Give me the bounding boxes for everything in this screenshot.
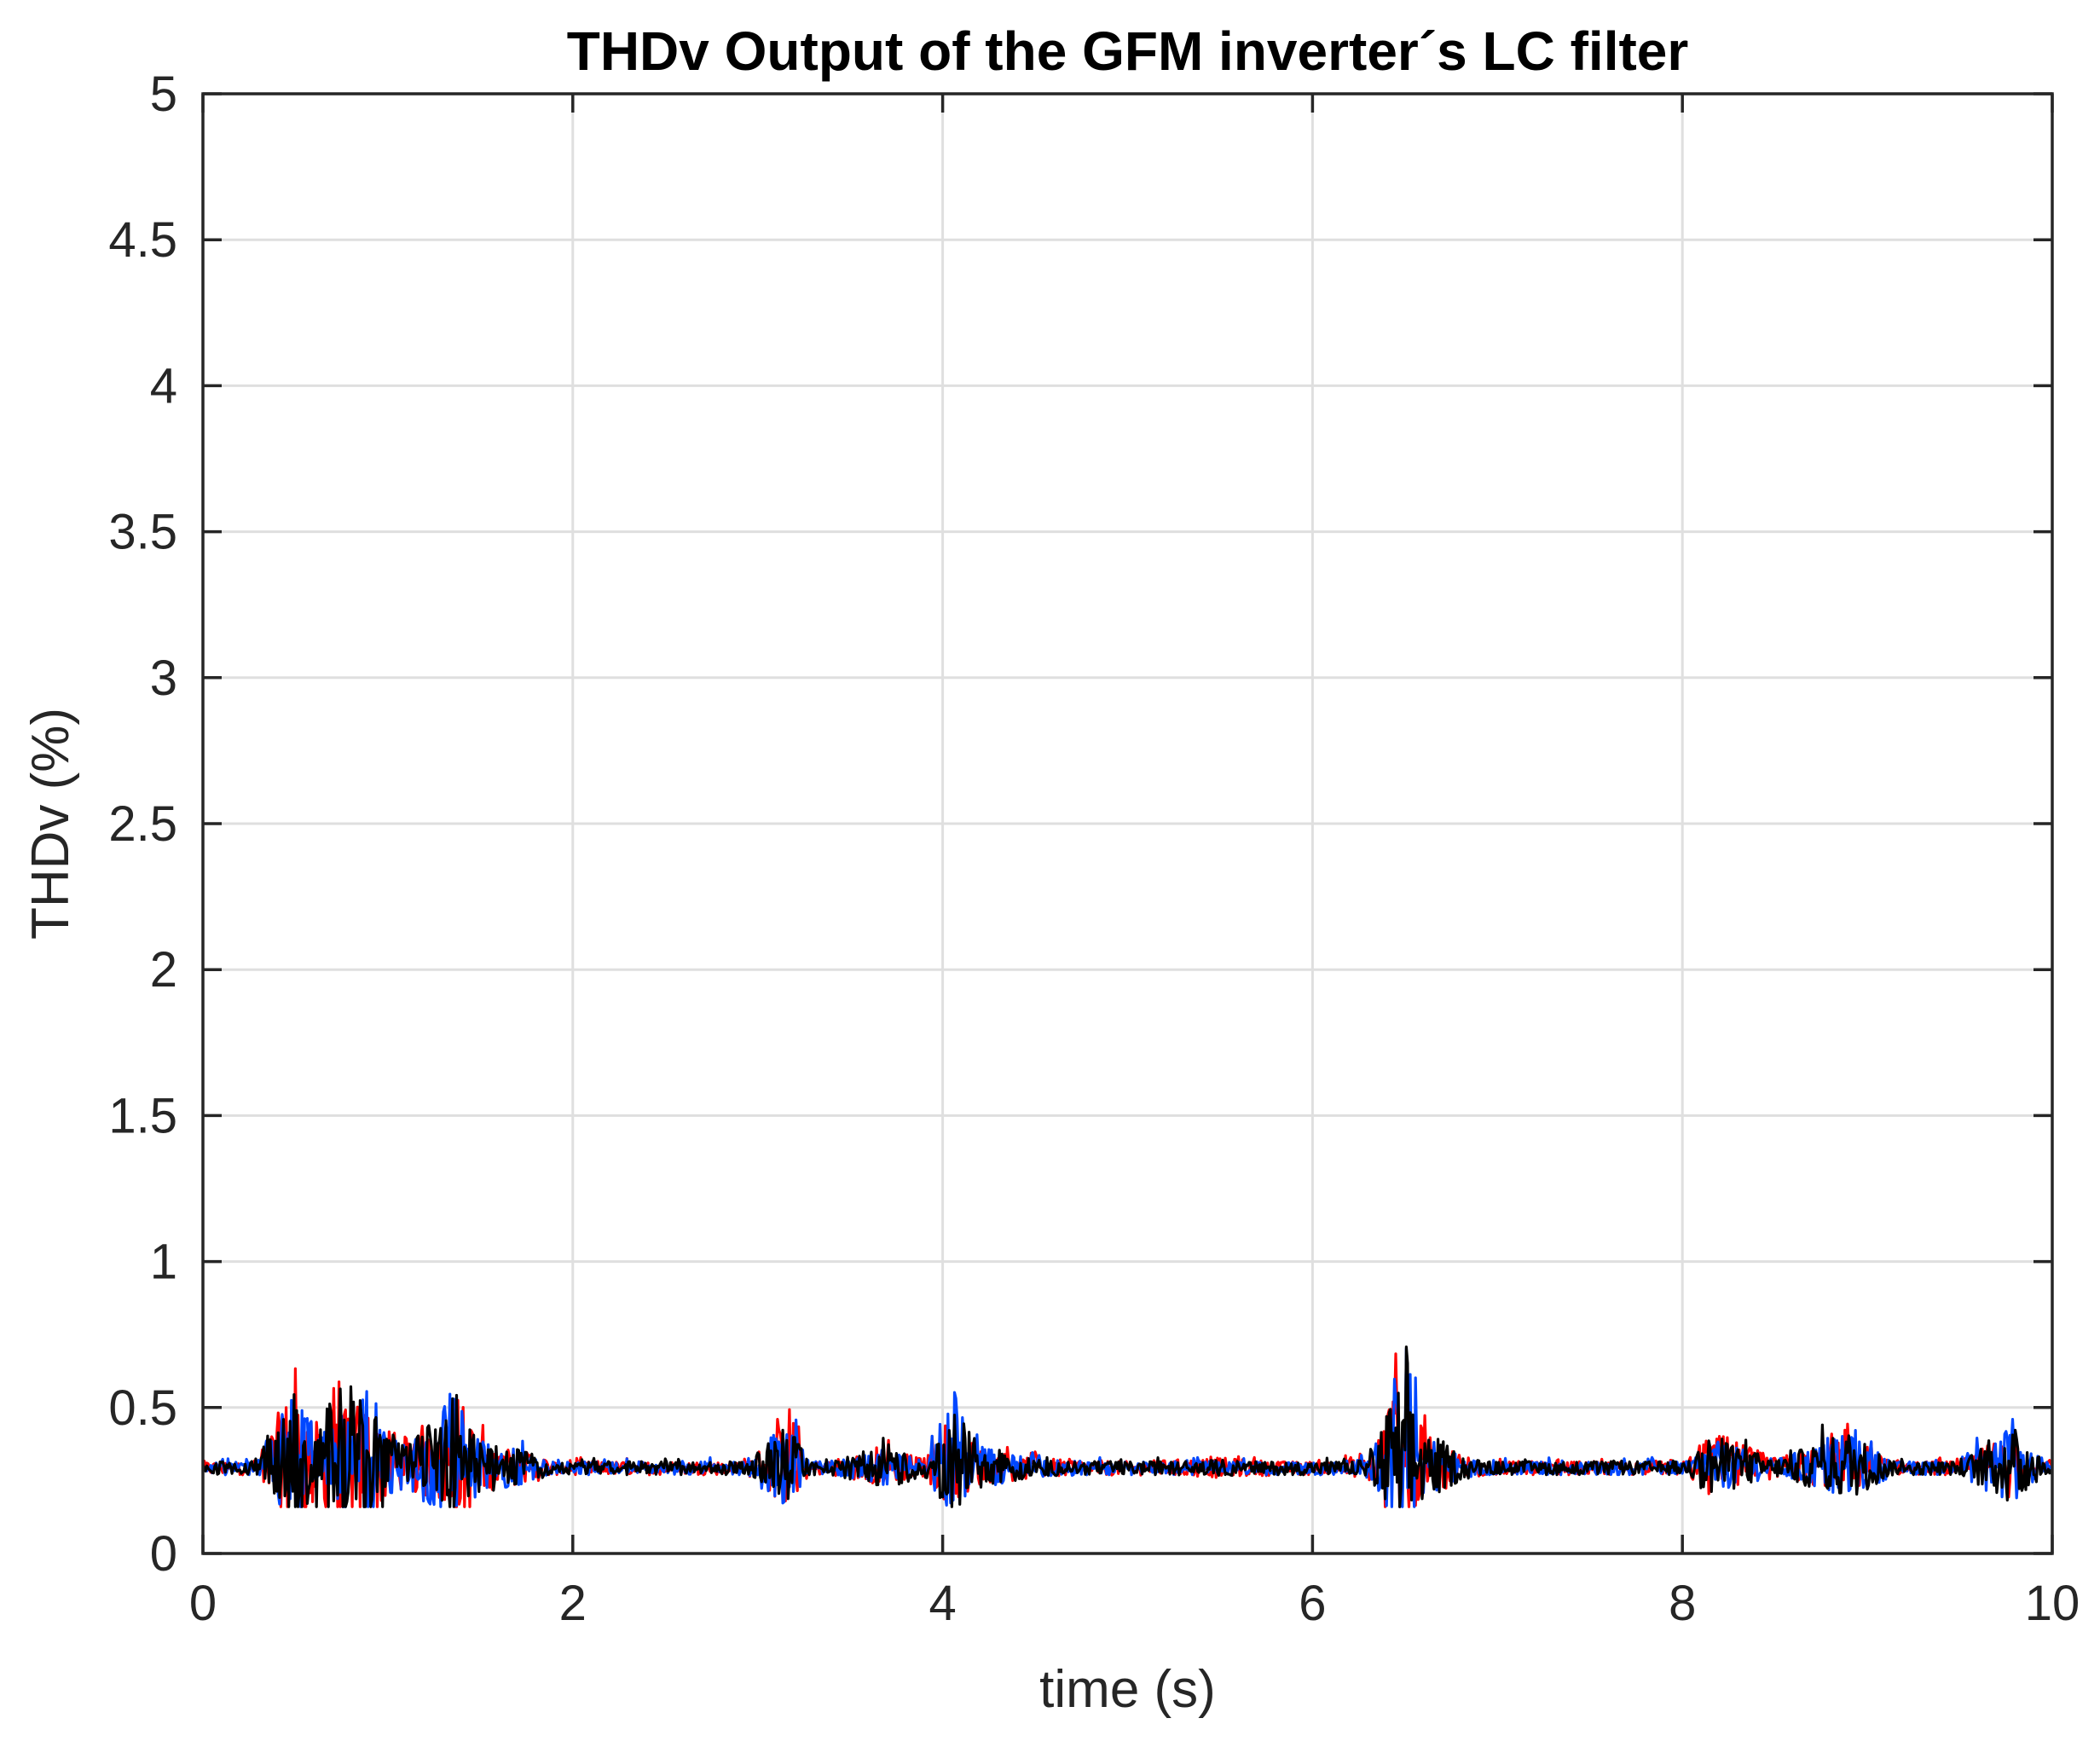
y-tick-label: 2: [150, 942, 177, 998]
x-tick-label: 8: [1669, 1576, 1696, 1631]
y-axis-label: THDv (%): [21, 708, 80, 940]
y-tick-label: 4.5: [108, 212, 177, 268]
y-tick-label: 5: [150, 67, 177, 122]
y-tick-label: 1: [150, 1235, 177, 1290]
plot-series: [201, 1345, 2054, 1508]
x-axis-label: time (s): [1039, 1660, 1216, 1719]
y-tick-label: 0: [150, 1526, 177, 1582]
y-tick-label: 0.5: [108, 1380, 177, 1436]
y-tick-label: 4: [150, 358, 177, 414]
x-tick-label: 10: [2025, 1576, 2080, 1631]
y-tick-label: 2.5: [108, 796, 177, 852]
y-tick-label: 3: [150, 651, 177, 706]
x-tick-label: 4: [929, 1576, 956, 1631]
chart-title: THDv Output of the GFM inverter´s LC fil…: [567, 20, 1689, 82]
series-line-3: [201, 1345, 2054, 1508]
grid: [203, 94, 2052, 1553]
x-tick-label: 6: [1299, 1576, 1326, 1631]
y-tick-label: 3.5: [108, 505, 177, 560]
y-tick-label: 1.5: [108, 1088, 177, 1143]
axis-ticks: 0 2 4 6 8 10 0 0.5 1 1.5 2 2.5 3 3.5 4 4.5 5: [108, 67, 2080, 1631]
x-tick-label: 0: [189, 1576, 217, 1631]
x-tick-label: 2: [559, 1576, 587, 1631]
